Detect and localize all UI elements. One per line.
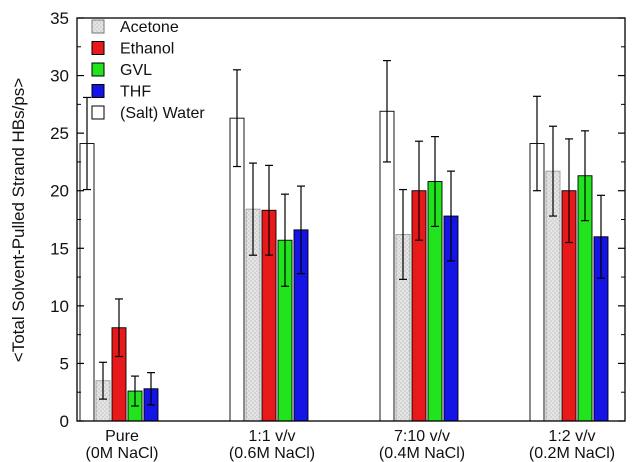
x-category-label-1: 1:1 v/v: [248, 428, 295, 445]
x-category-label-2: 7:10 v/v: [394, 428, 450, 445]
y-tick-label-1: 5: [60, 354, 69, 373]
error-bar: [83, 96, 91, 191]
error-bar: [147, 372, 155, 406]
error-bar: [131, 375, 139, 407]
x-category-sublabel-2: (0.4M NaCl): [379, 445, 465, 462]
y-tick-label-7: 35: [50, 9, 69, 28]
error-bar: [265, 164, 273, 256]
legend-swatch-acetone: [91, 19, 105, 34]
legend-label-thf: THF: [120, 84, 151, 101]
legend-swatch-saltwater: [91, 105, 105, 120]
error-bar: [249, 162, 257, 256]
error-bar: [233, 69, 241, 168]
legend-swatch-thf: [91, 84, 105, 98]
legend-label-saltwater: (Salt) Water: [120, 105, 205, 122]
error-bar: [297, 185, 305, 275]
legend-swatch-gvl: [91, 62, 105, 77]
x-category-sublabel-3: (0.2M NaCl): [529, 445, 615, 462]
error-bar: [533, 95, 541, 192]
error-bar: [383, 60, 391, 163]
y-tick-label-0: 0: [60, 412, 69, 431]
error-bar: [399, 188, 407, 280]
error-bar: [581, 130, 589, 222]
y-tick-label-6: 30: [50, 67, 69, 86]
error-bar: [549, 125, 557, 217]
x-category-label-3: 1:2 v/v: [548, 428, 595, 445]
error-bar: [281, 193, 289, 287]
error-bar: [597, 194, 605, 279]
y-tick-label-2: 10: [50, 297, 69, 316]
legend: Acetone Ethanol GVL THF (Salt) Water: [91, 19, 205, 122]
error-bar: [99, 361, 107, 400]
error-bar: [415, 140, 423, 241]
x-category-label-0: Pure: [105, 428, 139, 445]
x-category-sublabel-0: (0M NaCl): [86, 445, 159, 462]
error-bar: [447, 170, 455, 262]
y-tick-label-5: 25: [50, 124, 69, 143]
error-bar: [115, 298, 123, 358]
legend-swatch-ethanol: [91, 41, 105, 55]
legend-label-gvl: GVL: [120, 62, 152, 79]
y-axis-label: <Total Solvent-Pulled Strand HBs/ps>: [9, 78, 28, 363]
y-tick-label-4: 20: [50, 182, 69, 201]
legend-label-acetone: Acetone: [120, 19, 179, 36]
legend-label-ethanol: Ethanol: [120, 41, 174, 58]
y-tick-label-3: 15: [50, 239, 69, 258]
error-bar: [565, 138, 573, 244]
x-category-sublabel-1: (0.6M NaCl): [229, 445, 315, 462]
error-bar: [431, 135, 439, 228]
